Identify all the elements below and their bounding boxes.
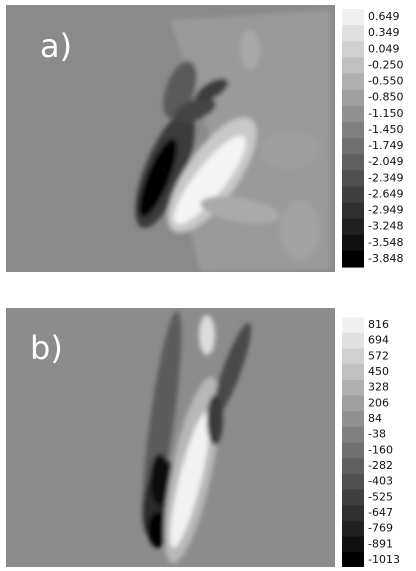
colorbar-swatch <box>342 520 364 537</box>
colorbar-label: -1.450 <box>368 123 403 136</box>
colorbar-label: -0.250 <box>368 58 403 71</box>
colorbar-swatch <box>342 379 364 396</box>
colorbar-swatch <box>342 473 364 490</box>
colorbar-swatch <box>342 552 364 569</box>
colorbar-label: 0.349 <box>368 26 400 39</box>
colorbar-label: -769 <box>368 522 393 535</box>
colorbar-label: -891 <box>368 537 393 550</box>
contour-plot-a <box>6 5 335 272</box>
colorbar-swatch <box>342 202 364 220</box>
colorbar-label: -1.749 <box>368 139 403 152</box>
colorbar-swatch <box>342 442 364 459</box>
colorbar-swatch <box>342 458 364 475</box>
colorbar-swatch <box>342 121 364 139</box>
panel-label: b) <box>30 329 63 367</box>
contour-plot-b <box>6 308 335 567</box>
colorbar-label: -0.550 <box>368 75 403 88</box>
colorbar-swatch <box>342 348 364 365</box>
colorbar-swatch <box>342 426 364 443</box>
colorbar-label: -525 <box>368 490 393 503</box>
colorbar-swatch <box>342 505 364 522</box>
colorbar-label: -0.850 <box>368 91 403 104</box>
colorbar-label: -2.349 <box>368 171 403 184</box>
colorbar-label: -2.049 <box>368 155 403 168</box>
colorbar-swatch <box>342 57 364 74</box>
colorbar-swatch <box>342 25 364 42</box>
colorbar-swatch <box>342 170 364 187</box>
colorbar-label: -160 <box>368 443 393 456</box>
colorbar-swatch <box>342 8 364 26</box>
colorbar-label: -647 <box>368 506 393 519</box>
colorbar-label: -2.649 <box>368 187 403 200</box>
colorbar-label: 0.049 <box>368 42 400 55</box>
colorbar-swatch <box>342 154 364 171</box>
colorbar-swatch <box>342 186 364 204</box>
colorbar-label: 694 <box>368 334 389 347</box>
colorbar-label: 84 <box>368 412 382 425</box>
colorbar-swatch <box>342 395 364 412</box>
colorbar-label: -38 <box>368 428 386 441</box>
colorbar-label: -1.150 <box>368 107 403 120</box>
colorbar-label: 572 <box>368 349 389 362</box>
colorbar-label: -403 <box>368 475 393 488</box>
colorbar-label: 206 <box>368 396 389 409</box>
panel-label: a) <box>40 27 72 65</box>
colorbar-swatch <box>342 411 364 428</box>
colorbar-swatch <box>342 536 364 553</box>
colorbar-label: -282 <box>368 459 393 472</box>
colorbar-label: -3.848 <box>368 252 403 265</box>
colorbar-swatch <box>342 489 364 506</box>
colorbar-label: 450 <box>368 365 389 378</box>
colorbar-label: 816 <box>368 318 389 331</box>
colorbar-swatch <box>342 41 364 58</box>
colorbar-label: -2.949 <box>368 204 403 217</box>
colorbar-label: -3.548 <box>368 236 403 249</box>
colorbar-label: 328 <box>368 381 389 394</box>
colorbar-swatch <box>342 218 364 236</box>
colorbar-swatch <box>342 105 364 123</box>
colorbar-swatch <box>342 317 364 334</box>
colorbar-label: 0.649 <box>368 10 400 23</box>
colorbar-swatch <box>342 234 364 252</box>
colorbar-swatch <box>342 73 364 91</box>
colorbar-label: -1013 <box>368 553 400 566</box>
colorbar-swatch <box>342 250 364 268</box>
colorbar-swatch <box>342 89 364 107</box>
colorbar-swatch <box>342 332 364 349</box>
colorbar-label: -3.248 <box>368 220 403 233</box>
colorbar-swatch <box>342 138 364 155</box>
colorbar-swatch <box>342 364 364 381</box>
